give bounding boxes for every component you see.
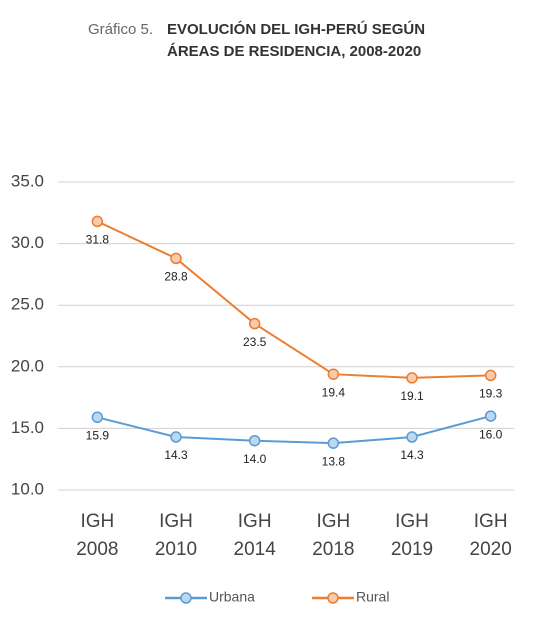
- point: [91, 215, 104, 228]
- data-label: 16.0: [479, 427, 503, 441]
- data-label: 14.3: [400, 448, 424, 462]
- x-tick-label: IGH: [159, 511, 193, 532]
- data-label: 31.8: [86, 233, 110, 247]
- x-tick-label: IGH: [316, 511, 350, 532]
- series-line: [97, 415, 491, 445]
- legend-marker: [327, 592, 339, 604]
- title-prefix: Gráfico 5.: [88, 21, 153, 38]
- legend-marker: [180, 592, 192, 604]
- x-tick-label: 2014: [234, 539, 277, 560]
- point: [406, 372, 418, 384]
- data-label: 28.8: [164, 270, 188, 284]
- data-label: 19.4: [322, 385, 346, 399]
- point: [248, 434, 261, 447]
- series-line: [96, 220, 491, 379]
- point: [406, 431, 418, 443]
- x-tick-label: 2008: [76, 539, 118, 560]
- x-tick-label: 2010: [155, 539, 197, 560]
- point: [484, 410, 497, 422]
- legend-label: Urbana: [209, 589, 255, 605]
- y-tick-label: 25.0: [11, 295, 44, 314]
- y-tick-label: 20.0: [11, 356, 44, 375]
- x-tick-label: IGH: [80, 511, 114, 532]
- data-label: 14.0: [243, 452, 267, 466]
- legend-label: Rural: [356, 589, 389, 605]
- chart-title: ÁREAS DE RESIDENCIA, 2008-2020: [167, 43, 421, 60]
- x-tick-label: 2018: [312, 539, 354, 560]
- data-label: 19.3: [479, 387, 503, 401]
- chart-title: EVOLUCIÓN DEL IGH-PERÚ SEGÚN: [167, 20, 425, 38]
- y-tick-label: 35.0: [11, 171, 44, 190]
- point: [327, 368, 340, 380]
- x-tick-label: IGH: [474, 511, 508, 532]
- y-tick-label: 10.0: [11, 479, 44, 498]
- point: [484, 369, 497, 382]
- point: [327, 437, 340, 449]
- x-tick-label: 2020: [470, 539, 512, 560]
- x-tick-label: IGH: [395, 511, 429, 532]
- y-tick-label: 30.0: [11, 233, 44, 252]
- data-label: 15.9: [86, 428, 110, 442]
- y-tick-label: 15.0: [11, 418, 44, 437]
- data-label: 19.1: [400, 389, 424, 403]
- x-tick-label: IGH: [238, 511, 272, 532]
- point: [248, 317, 261, 330]
- data-label: 14.3: [164, 448, 188, 462]
- data-label: 13.8: [322, 454, 346, 468]
- point: [91, 411, 104, 424]
- data-label: 23.5: [243, 335, 267, 349]
- point: [170, 252, 182, 265]
- x-tick-label: 2019: [391, 539, 433, 560]
- point: [170, 431, 182, 443]
